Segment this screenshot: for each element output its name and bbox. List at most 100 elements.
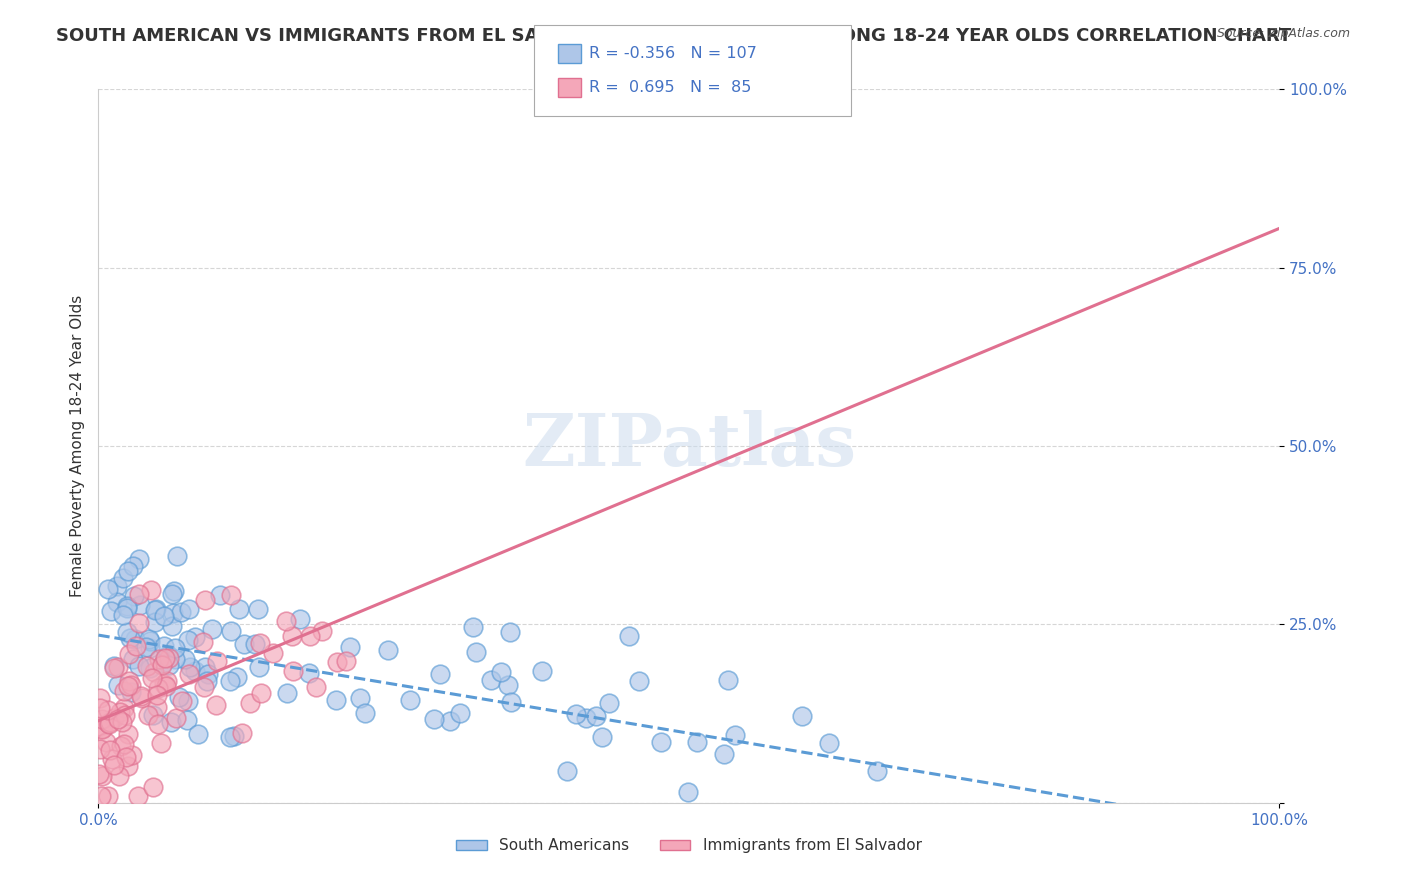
- Point: [184, 664, 207, 678]
- Point: [170, 605, 193, 619]
- Point: [120, 684, 142, 698]
- Point: [150, 658, 173, 673]
- Point: [177, 694, 200, 708]
- Point: [354, 706, 377, 721]
- Point: [107, 712, 129, 726]
- Point: [153, 651, 176, 665]
- Point: [619, 629, 641, 643]
- Point: [121, 747, 143, 762]
- Point: [193, 680, 215, 694]
- Point: [461, 620, 484, 634]
- Point: [165, 652, 187, 666]
- Point: [103, 757, 125, 772]
- Point: [136, 708, 159, 723]
- Point: [148, 652, 170, 666]
- Point: [176, 714, 198, 728]
- Point: [219, 731, 242, 745]
- Point: [90, 789, 112, 803]
- Point: [97, 703, 120, 717]
- Point: [129, 598, 152, 612]
- Point: [276, 686, 298, 700]
- Point: [157, 648, 180, 662]
- Point: [94, 735, 117, 749]
- Point: [162, 606, 184, 620]
- Point: [142, 780, 165, 794]
- Point: [105, 594, 128, 608]
- Point: [817, 736, 839, 750]
- Point: [112, 571, 135, 585]
- Point: [274, 614, 297, 628]
- Point: [97, 716, 120, 731]
- Point: [142, 665, 165, 680]
- Point: [650, 735, 672, 749]
- Point: [135, 640, 157, 655]
- Point: [89, 719, 111, 733]
- Point: [125, 639, 148, 653]
- Point: [115, 599, 138, 614]
- Point: [219, 588, 242, 602]
- Point: [197, 667, 219, 681]
- Point: [377, 643, 399, 657]
- Point: [564, 706, 586, 721]
- Point: [491, 665, 513, 680]
- Point: [143, 615, 166, 629]
- Point: [89, 690, 111, 705]
- Point: [167, 690, 190, 704]
- Point: [128, 659, 150, 673]
- Point: [89, 742, 111, 756]
- Point: [143, 603, 166, 617]
- Point: [281, 664, 304, 678]
- Point: [247, 601, 270, 615]
- Text: ZIPatlas: ZIPatlas: [522, 410, 856, 482]
- Point: [150, 736, 173, 750]
- Point: [628, 674, 651, 689]
- Point: [159, 650, 181, 665]
- Point: [118, 673, 141, 688]
- Point: [142, 707, 165, 722]
- Point: [177, 601, 200, 615]
- Point: [117, 564, 139, 578]
- Point: [111, 714, 134, 729]
- Point: [89, 700, 111, 714]
- Point: [103, 661, 125, 675]
- Point: [97, 789, 120, 803]
- Point: [163, 583, 186, 598]
- Point: [499, 624, 522, 639]
- Point: [219, 674, 242, 689]
- Point: [591, 731, 613, 745]
- Point: [117, 624, 139, 639]
- Point: [153, 609, 176, 624]
- Point: [160, 587, 183, 601]
- Point: [121, 652, 143, 666]
- Point: [98, 742, 121, 756]
- Point: [243, 637, 266, 651]
- Text: R = -0.356   N = 107: R = -0.356 N = 107: [589, 46, 756, 61]
- Point: [305, 680, 328, 694]
- Point: [118, 647, 141, 661]
- Point: [157, 657, 180, 672]
- Point: [221, 624, 243, 638]
- Point: [152, 657, 174, 671]
- Point: [575, 711, 598, 725]
- Point: [145, 602, 167, 616]
- Point: [120, 678, 142, 692]
- Point: [247, 660, 270, 674]
- Point: [111, 608, 134, 623]
- Point: [146, 700, 169, 714]
- Point: [170, 694, 193, 708]
- Point: [423, 712, 446, 726]
- Point: [530, 665, 553, 679]
- Point: [676, 785, 699, 799]
- Point: [114, 707, 136, 722]
- Point: [231, 725, 253, 739]
- Point: [194, 592, 217, 607]
- Point: [585, 709, 607, 723]
- Point: [717, 673, 740, 687]
- Point: [117, 679, 139, 693]
- Point: [263, 646, 285, 660]
- Point: [166, 549, 188, 564]
- Point: [339, 640, 361, 655]
- Point: [120, 631, 142, 645]
- Point: [598, 697, 620, 711]
- Point: [449, 706, 471, 721]
